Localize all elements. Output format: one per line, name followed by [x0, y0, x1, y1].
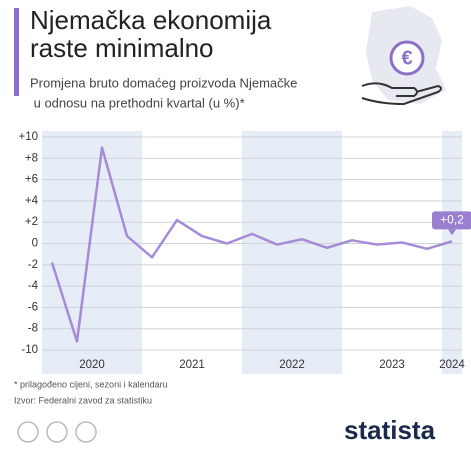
y-tick-label: +6: [25, 174, 38, 186]
year-band: [42, 131, 142, 374]
brand-logo: statista: [344, 415, 436, 445]
title-accent: [14, 8, 19, 96]
y-tick-label: -6: [28, 301, 38, 313]
y-tick-label: -8: [28, 323, 38, 335]
chart-title: Njemačka ekonomija: [30, 5, 272, 35]
source: Izvor: Federalni zavod za statistiku: [14, 395, 152, 405]
year-band: [242, 131, 342, 374]
y-tick-label: +2: [25, 216, 38, 228]
value-label-box: [432, 211, 471, 230]
value-label-pointer: [448, 229, 456, 236]
y-tick-label: 0: [32, 238, 38, 250]
chart-title: raste minimalno: [30, 33, 214, 63]
chart-subtitle: u odnosu na prethodni kvartal (u %)*: [30, 95, 245, 110]
germany-icon: €: [361, 6, 446, 106]
x-tick-label: 2023: [379, 359, 405, 371]
y-tick-label: +4: [25, 195, 39, 207]
plot: 2020 2021 2022 2023 2024 +10 +8 +6 +4 +2 0 -2 -4 -6 -8…: [18, 131, 465, 374]
y-tick-label: -2: [28, 259, 38, 271]
y-tick-label: +8: [25, 152, 38, 164]
footnote: * prilagođeno cijeni, sezoni i kalendaru: [14, 379, 168, 389]
chart-subtitle: Promjena bruto domaćeg proizvoda Njemačk…: [30, 75, 297, 90]
x-tick-label: 2024: [439, 359, 465, 371]
year-band: [442, 131, 462, 374]
y-tick-label: -10: [21, 344, 38, 356]
x-tick-label: 2021: [179, 359, 205, 371]
y-tick-label: +10: [18, 131, 38, 143]
svg-text:€: €: [401, 47, 412, 69]
data-line: [50, 146, 453, 343]
license-icons: [17, 421, 97, 443]
x-tick-label: 2022: [279, 359, 305, 371]
y-tick-label: -4: [28, 280, 39, 292]
x-tick-label: 2020: [79, 359, 105, 371]
value-label: +0,2: [440, 213, 464, 227]
